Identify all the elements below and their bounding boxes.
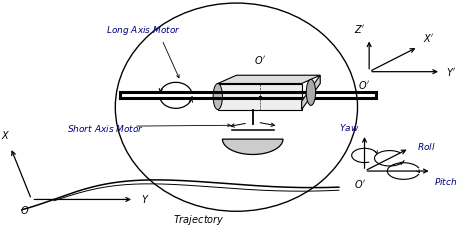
Text: $Roll$: $Roll$ <box>417 141 435 152</box>
Text: $Trajectory$: $Trajectory$ <box>173 213 225 227</box>
Text: $Pitch$: $Pitch$ <box>434 176 458 187</box>
Ellipse shape <box>213 84 222 109</box>
Text: $Y$: $Y$ <box>141 193 149 205</box>
Text: $Z'$: $Z'$ <box>354 23 366 35</box>
Polygon shape <box>222 139 283 154</box>
Ellipse shape <box>306 79 315 105</box>
Bar <box>218 84 302 109</box>
Text: $X'$: $X'$ <box>423 32 434 45</box>
Text: $X$: $X$ <box>1 129 10 141</box>
Text: $Short\ Axis\ Motor$: $Short\ Axis\ Motor$ <box>67 123 145 134</box>
Text: $Yaw$: $Yaw$ <box>339 122 360 133</box>
Text: $O'$: $O'$ <box>354 178 366 190</box>
Polygon shape <box>218 75 320 84</box>
Polygon shape <box>302 75 320 109</box>
Text: $O'$: $O'$ <box>254 54 266 66</box>
Text: $Long\ Axis\ Motor$: $Long\ Axis\ Motor$ <box>106 24 181 37</box>
Text: $O$: $O$ <box>20 204 29 216</box>
Text: $O'$: $O'$ <box>359 79 371 91</box>
Text: $Y'$: $Y'$ <box>446 66 456 78</box>
